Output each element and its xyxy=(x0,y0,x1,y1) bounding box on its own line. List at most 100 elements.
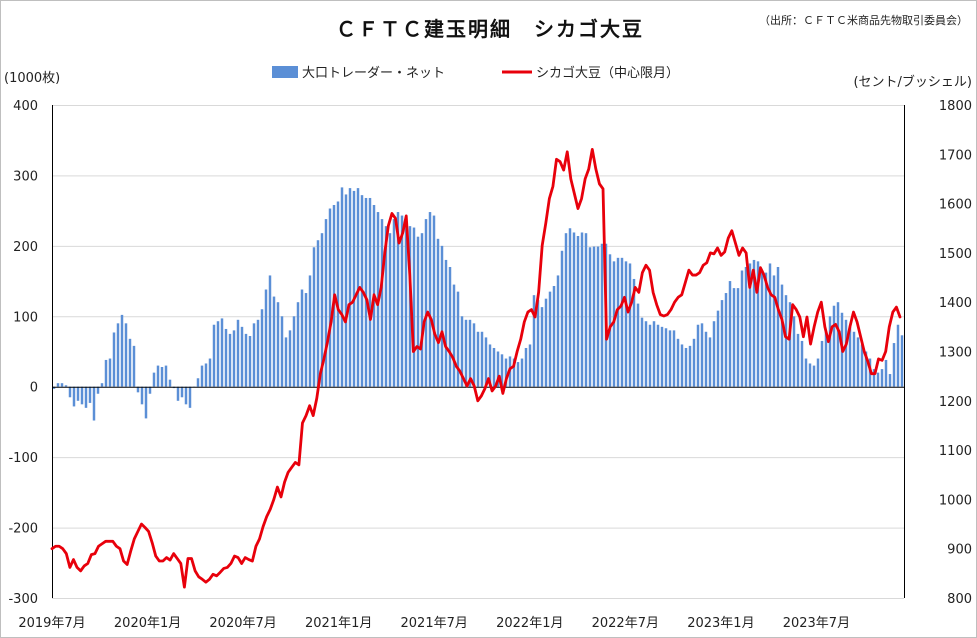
legend-bar-label: 大口トレーダー・ネット xyxy=(302,66,445,81)
bar xyxy=(780,284,784,387)
right-tick-label: 800 xyxy=(947,592,972,607)
price-line xyxy=(50,147,902,589)
bar xyxy=(768,263,772,387)
bar xyxy=(440,245,444,387)
bar xyxy=(504,358,508,387)
bar xyxy=(560,250,564,387)
bar xyxy=(864,351,868,387)
bar xyxy=(428,212,432,387)
bar xyxy=(656,324,660,387)
bar xyxy=(156,365,160,387)
bar xyxy=(760,270,764,387)
left-tick-label: 0 xyxy=(30,381,38,396)
x-tick-label: 2021年1月 xyxy=(305,616,372,631)
bar xyxy=(708,337,712,387)
bar xyxy=(568,228,572,387)
bar xyxy=(624,261,628,387)
bar xyxy=(892,343,896,387)
bar xyxy=(648,324,652,387)
bar xyxy=(492,347,496,387)
bar xyxy=(584,233,588,387)
bar xyxy=(340,187,344,387)
bar xyxy=(276,302,280,387)
bar xyxy=(68,386,72,398)
bar xyxy=(412,227,416,387)
bar xyxy=(844,319,848,387)
bar xyxy=(292,316,296,387)
bar xyxy=(500,354,504,387)
bar xyxy=(628,263,632,387)
bar xyxy=(612,261,616,387)
bar xyxy=(664,328,668,387)
bar xyxy=(524,347,528,387)
bar xyxy=(308,275,312,387)
bar xyxy=(216,321,220,387)
bar xyxy=(268,275,272,387)
bar xyxy=(204,363,208,387)
bar xyxy=(236,319,240,387)
bar xyxy=(600,243,604,387)
bar xyxy=(884,359,888,387)
legend-line-label: シカゴ大豆（中心限月） xyxy=(536,65,679,81)
bar xyxy=(632,278,636,387)
bar xyxy=(296,302,300,387)
bar xyxy=(388,233,392,387)
right-tick-label: 1000 xyxy=(939,493,972,508)
bar xyxy=(160,366,164,387)
bar xyxy=(76,386,80,401)
bar xyxy=(484,337,488,387)
bar xyxy=(460,316,464,387)
bar xyxy=(620,257,624,387)
bar xyxy=(272,296,276,387)
bar xyxy=(116,323,120,387)
bar xyxy=(512,358,516,387)
bar xyxy=(764,272,768,387)
bar xyxy=(548,291,552,387)
bar xyxy=(348,188,352,387)
bar xyxy=(148,386,152,394)
bar xyxy=(392,219,396,387)
bar xyxy=(80,386,84,405)
bar xyxy=(328,208,332,387)
chart-source: （出所：ＣＦＴＣ米商品先物取引委員会） xyxy=(759,13,968,27)
bar xyxy=(112,332,116,387)
bar xyxy=(788,302,792,387)
bar xyxy=(200,365,204,387)
legend-bar-swatch xyxy=(272,66,298,78)
bar xyxy=(184,386,188,405)
bar xyxy=(84,386,88,408)
bar xyxy=(252,323,256,387)
bar xyxy=(212,324,216,387)
bar xyxy=(260,309,264,387)
bar xyxy=(396,212,400,387)
bar xyxy=(228,333,232,387)
bar xyxy=(876,372,880,387)
bar xyxy=(540,307,544,387)
bar xyxy=(300,289,304,387)
x-tick-label: 2023年1月 xyxy=(687,616,754,631)
bar xyxy=(368,197,372,387)
right-axis-unit: (セント/ブッシェル) xyxy=(853,74,972,90)
right-tick-label: 1600 xyxy=(939,198,972,213)
bar xyxy=(736,288,740,387)
x-tick-label: 2023年7月 xyxy=(783,616,850,631)
bar xyxy=(580,232,584,387)
bar xyxy=(692,338,696,387)
bar xyxy=(872,369,876,387)
bar xyxy=(256,319,260,387)
bar xyxy=(320,233,324,387)
bar xyxy=(520,358,524,387)
bar xyxy=(516,362,520,387)
bar xyxy=(528,344,532,387)
bar xyxy=(108,358,112,387)
bar xyxy=(208,358,212,387)
bar xyxy=(96,386,100,394)
bar xyxy=(644,321,648,387)
x-tick-label: 2020年1月 xyxy=(114,616,181,631)
bar xyxy=(400,215,404,387)
right-y-ticks: 1800 1700 1600 1500 1400 1300 1200 1100 1000 900 8… xyxy=(939,99,972,607)
bar xyxy=(688,345,692,387)
bar xyxy=(164,365,168,387)
bar xyxy=(820,340,824,387)
bar xyxy=(536,300,540,387)
